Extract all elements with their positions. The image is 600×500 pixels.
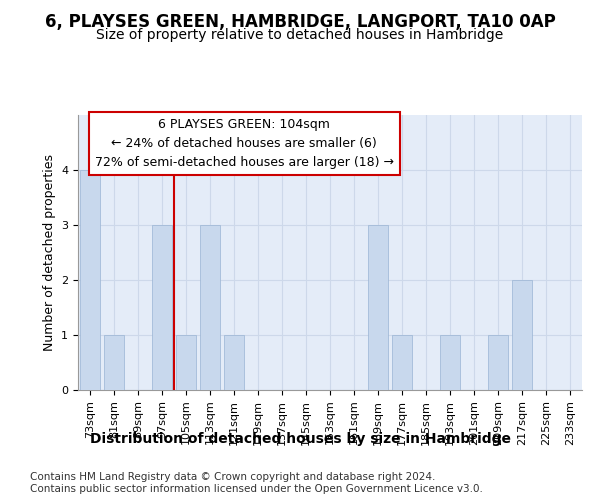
Bar — [440, 335, 460, 390]
Text: Distribution of detached houses by size in Hambridge: Distribution of detached houses by size … — [89, 432, 511, 446]
Text: Contains HM Land Registry data © Crown copyright and database right 2024.
Contai: Contains HM Land Registry data © Crown c… — [30, 472, 483, 494]
Bar — [392, 335, 412, 390]
Bar — [224, 335, 244, 390]
Bar — [512, 280, 532, 390]
Bar — [152, 225, 172, 390]
Text: 6, PLAYSES GREEN, HAMBRIDGE, LANGPORT, TA10 0AP: 6, PLAYSES GREEN, HAMBRIDGE, LANGPORT, T… — [44, 12, 556, 30]
Bar — [368, 225, 388, 390]
Y-axis label: Number of detached properties: Number of detached properties — [43, 154, 56, 351]
Bar — [176, 335, 196, 390]
Bar — [104, 335, 124, 390]
Text: Size of property relative to detached houses in Hambridge: Size of property relative to detached ho… — [97, 28, 503, 42]
Bar — [488, 335, 508, 390]
Text: 6 PLAYSES GREEN: 104sqm
← 24% of detached houses are smaller (6)
72% of semi-det: 6 PLAYSES GREEN: 104sqm ← 24% of detache… — [95, 118, 394, 169]
Bar — [80, 170, 100, 390]
Bar — [200, 225, 220, 390]
